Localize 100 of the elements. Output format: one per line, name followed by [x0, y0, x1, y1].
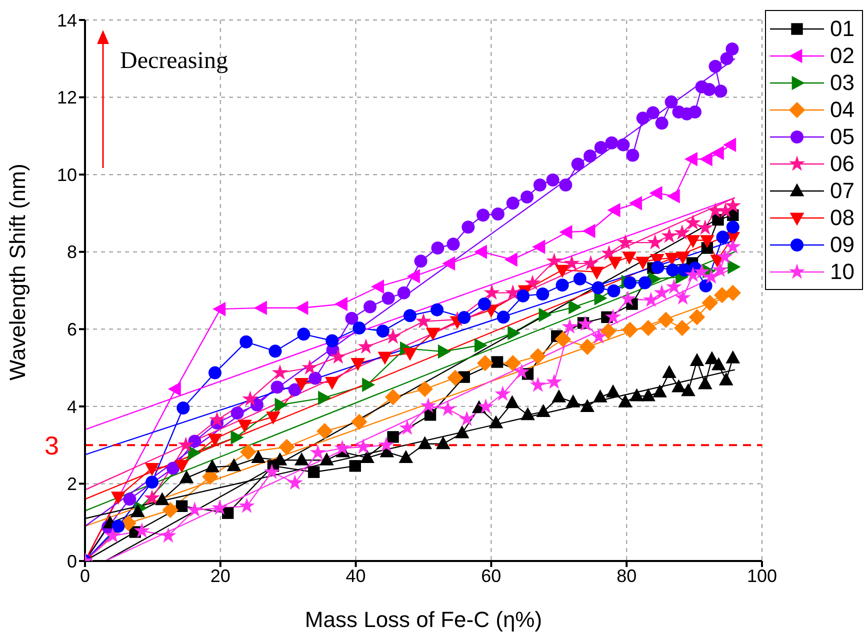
legend-label: 09: [830, 232, 854, 258]
point: [681, 383, 696, 396]
point: [712, 357, 726, 370]
point: [104, 527, 121, 543]
point: [566, 394, 580, 408]
y-tick-label: 0: [66, 551, 77, 572]
point: [564, 255, 580, 270]
point: [710, 146, 724, 160]
point: [146, 476, 159, 489]
point: [222, 507, 234, 519]
point: [212, 302, 226, 316]
point: [438, 344, 451, 359]
point: [160, 527, 176, 543]
point: [508, 326, 521, 340]
legend-label: 04: [830, 96, 854, 122]
point: [664, 95, 678, 108]
point: [352, 321, 366, 334]
point: [399, 420, 416, 435]
point: [716, 230, 730, 244]
point: [264, 464, 280, 479]
x-tick-label: 100: [746, 566, 778, 586]
point: [462, 220, 475, 234]
point: [641, 388, 656, 402]
point: [360, 450, 374, 464]
point: [355, 438, 372, 454]
point: [666, 264, 680, 277]
point: [708, 60, 722, 73]
point: [666, 278, 682, 294]
point: [478, 298, 491, 311]
point: [318, 390, 332, 406]
point: [546, 252, 562, 268]
point: [666, 189, 680, 204]
point: [579, 338, 596, 356]
point: [278, 438, 295, 456]
point: [376, 324, 390, 338]
point: [398, 450, 414, 464]
point: [254, 300, 267, 316]
point: [573, 272, 586, 286]
point: [162, 502, 178, 518]
point: [724, 197, 741, 213]
point: [702, 83, 716, 96]
point: [431, 241, 444, 254]
point: [297, 328, 310, 341]
annotation: Decreasing: [120, 48, 228, 75]
x-tick-label: 0: [80, 566, 90, 586]
point: [474, 244, 487, 260]
point: [714, 84, 728, 98]
point: [684, 214, 701, 230]
x-tick-label: 20: [210, 566, 230, 586]
point: [626, 148, 640, 162]
point: [605, 136, 618, 150]
point: [496, 310, 510, 324]
point: [702, 294, 718, 311]
point: [320, 452, 334, 466]
point: [658, 312, 674, 328]
point: [316, 423, 333, 440]
point: [694, 264, 710, 279]
point: [607, 284, 620, 298]
point: [593, 389, 608, 402]
point: [699, 152, 712, 166]
point: [712, 262, 728, 277]
y-tick-label: 6: [66, 320, 77, 340]
point: [476, 208, 490, 222]
point: [662, 365, 676, 378]
point: [491, 207, 504, 220]
point: [688, 309, 706, 326]
point: [302, 359, 318, 375]
point: [630, 388, 644, 402]
point: [378, 436, 394, 452]
ref-line-label: 3: [44, 430, 59, 460]
point: [664, 252, 680, 266]
point: [554, 331, 572, 348]
point: [582, 255, 599, 270]
point: [415, 312, 432, 328]
point: [446, 238, 460, 251]
point: [723, 138, 736, 152]
point: [112, 520, 125, 533]
point: [724, 284, 742, 301]
legend-label: 08: [830, 204, 854, 230]
point: [651, 260, 664, 274]
point: [491, 356, 504, 368]
point: [488, 415, 504, 428]
point: [559, 225, 572, 240]
point: [308, 466, 320, 478]
point: [688, 105, 702, 118]
y-tick-label: 14: [56, 10, 77, 30]
point: [123, 492, 136, 506]
point: [186, 502, 203, 517]
point: [590, 328, 607, 344]
point: [616, 138, 630, 152]
point: [536, 404, 550, 418]
point: [188, 434, 202, 448]
point: [295, 300, 308, 316]
point: [530, 376, 546, 392]
point: [458, 410, 475, 426]
point: [430, 303, 444, 316]
point: [646, 106, 660, 120]
point: [690, 353, 704, 366]
point: [478, 398, 494, 414]
point: [684, 152, 698, 166]
